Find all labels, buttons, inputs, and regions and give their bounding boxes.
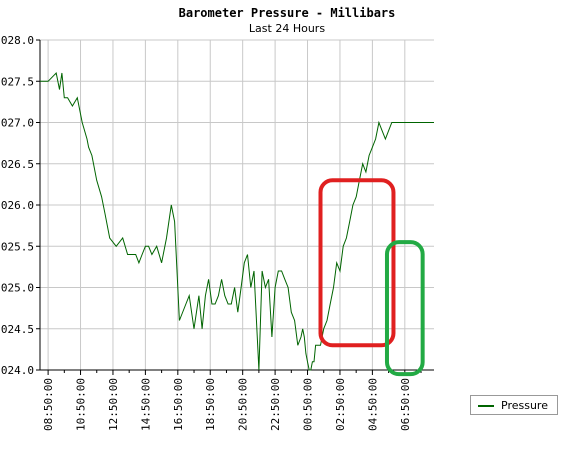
y-tick-label: 028.0 [1, 34, 34, 47]
chart-subtitle: Last 24 Hours [249, 22, 325, 35]
y-tick-label: 027.5 [1, 75, 34, 88]
x-tick-label: 04:50:00 [366, 378, 379, 431]
x-tick-label: 12:50:00 [107, 378, 120, 431]
y-tick-label: 026.5 [1, 158, 34, 171]
y-tick-label: 025.5 [1, 240, 34, 253]
series-layer [40, 71, 434, 371]
axes: 024.0 024.5 025.0 025.5 026.0 026.5 027.0 027.5… [1, 34, 434, 431]
series-line-pressure [40, 71, 434, 371]
x-tick-label: 00:50:00 [302, 378, 315, 431]
chart-title: Barometer Pressure - Millibars [179, 6, 396, 20]
x-tick-label: 14:50:00 [139, 378, 152, 431]
y-tick-label: 024.0 [1, 364, 34, 377]
x-tick-label: 08:50:00 [42, 378, 55, 431]
legend: Pressure [470, 395, 558, 415]
x-tick-label: 02:50:00 [334, 378, 347, 431]
x-tick-label: 06:50:00 [399, 378, 412, 431]
grid [40, 39, 434, 371]
x-tick-label: 22:50:00 [269, 378, 282, 431]
y-tick-label: 026.0 [1, 199, 34, 212]
y-tick-label: 027.0 [1, 117, 34, 130]
x-tick-label: 16:50:00 [172, 378, 185, 431]
legend-label: Pressure [501, 399, 548, 412]
x-tick-label: 10:50:00 [75, 378, 88, 431]
y-tick-label: 024.5 [1, 323, 34, 336]
legend-swatch [478, 405, 494, 407]
y-tick-label: 025.0 [1, 282, 34, 295]
highlight-box-1 [318, 178, 396, 348]
x-tick-label: 18:50:00 [204, 378, 217, 431]
highlight-box-2 [384, 240, 425, 377]
annotation-layer [318, 178, 425, 377]
x-tick-label: 20:50:00 [237, 378, 250, 431]
